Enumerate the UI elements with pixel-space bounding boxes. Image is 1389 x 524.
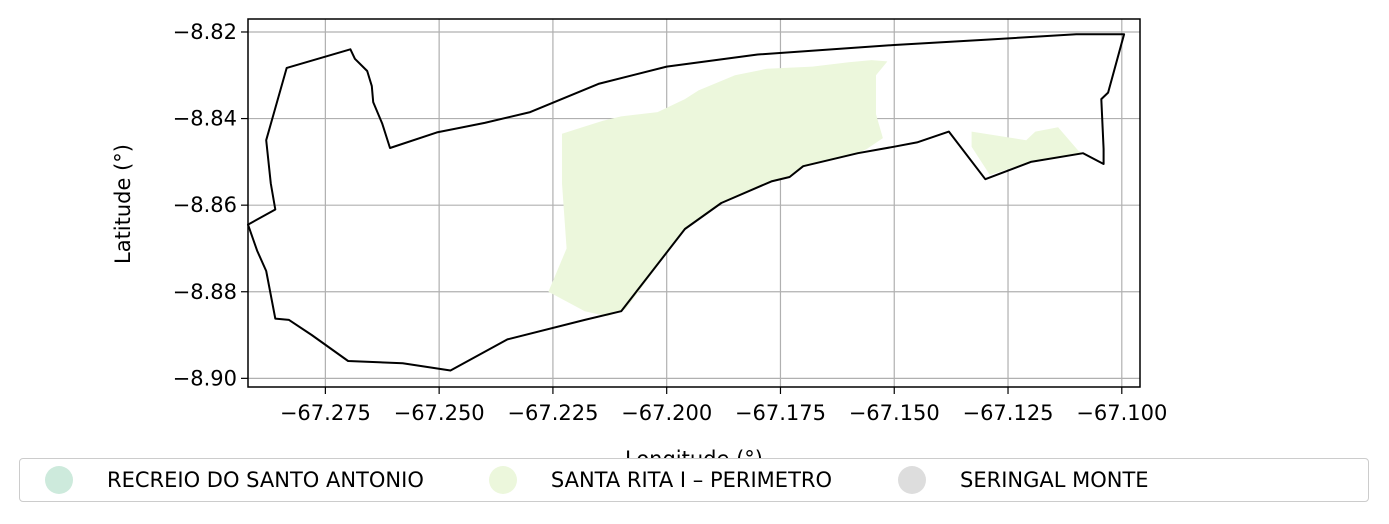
legend-item-santa-rita: SANTA RITA I – PERIMETRO: [488, 466, 833, 494]
x-tick-label: −67.275: [280, 401, 371, 425]
legend-item-seringal: SERINGAL MONTE: [898, 466, 1149, 494]
x-tick-label: −67.150: [849, 401, 940, 425]
y-tick-label: −8.90: [173, 366, 237, 390]
y-tick-label: −8.88: [173, 280, 237, 304]
y-tick-label: −8.82: [173, 20, 237, 44]
x-axis-ticks: −67.275 −67.250 −67.225 −67.200 −67.175 −67.1…: [280, 387, 1167, 425]
legend-label: SERINGAL MONTE: [960, 468, 1149, 492]
grid: [248, 19, 1140, 387]
perimeter-outline: [247, 33, 1126, 372]
legend-marker: [898, 466, 927, 494]
legend-item-recreio: RECREIO DO SANTO ANTONIO: [45, 466, 424, 494]
plot-frame: [247, 18, 1141, 388]
x-tick-label: −67.250: [394, 401, 485, 425]
y-tick-label: −8.84: [173, 107, 237, 131]
y-tick-label: −8.86: [173, 193, 237, 217]
santa-rita-polygon: [548, 60, 888, 317]
santa-rita-area: [548, 60, 1084, 317]
legend-marker: [45, 466, 73, 494]
x-tick-label: −67.200: [621, 401, 712, 425]
recreio-perimeter: [247, 33, 1126, 372]
legend: RECREIO DO SANTO ANTONIO SANTA RITA I – …: [19, 458, 1369, 502]
legend-label: RECREIO DO SANTO ANTONIO: [107, 468, 424, 492]
x-tick-label: −67.175: [735, 401, 826, 425]
legend-marker: [488, 466, 517, 494]
santa-rita-polygon: [971, 127, 1084, 175]
x-tick-label: −67.100: [1076, 401, 1167, 425]
x-tick-label: −67.225: [507, 401, 598, 425]
y-axis-label: Latitude (°): [111, 144, 135, 264]
legend-label: SANTA RITA I – PERIMETRO: [550, 468, 833, 492]
x-tick-label: −67.125: [962, 401, 1053, 425]
y-axis-ticks: −8.82 −8.84 −8.86 −8.88 −8.90: [173, 20, 248, 390]
